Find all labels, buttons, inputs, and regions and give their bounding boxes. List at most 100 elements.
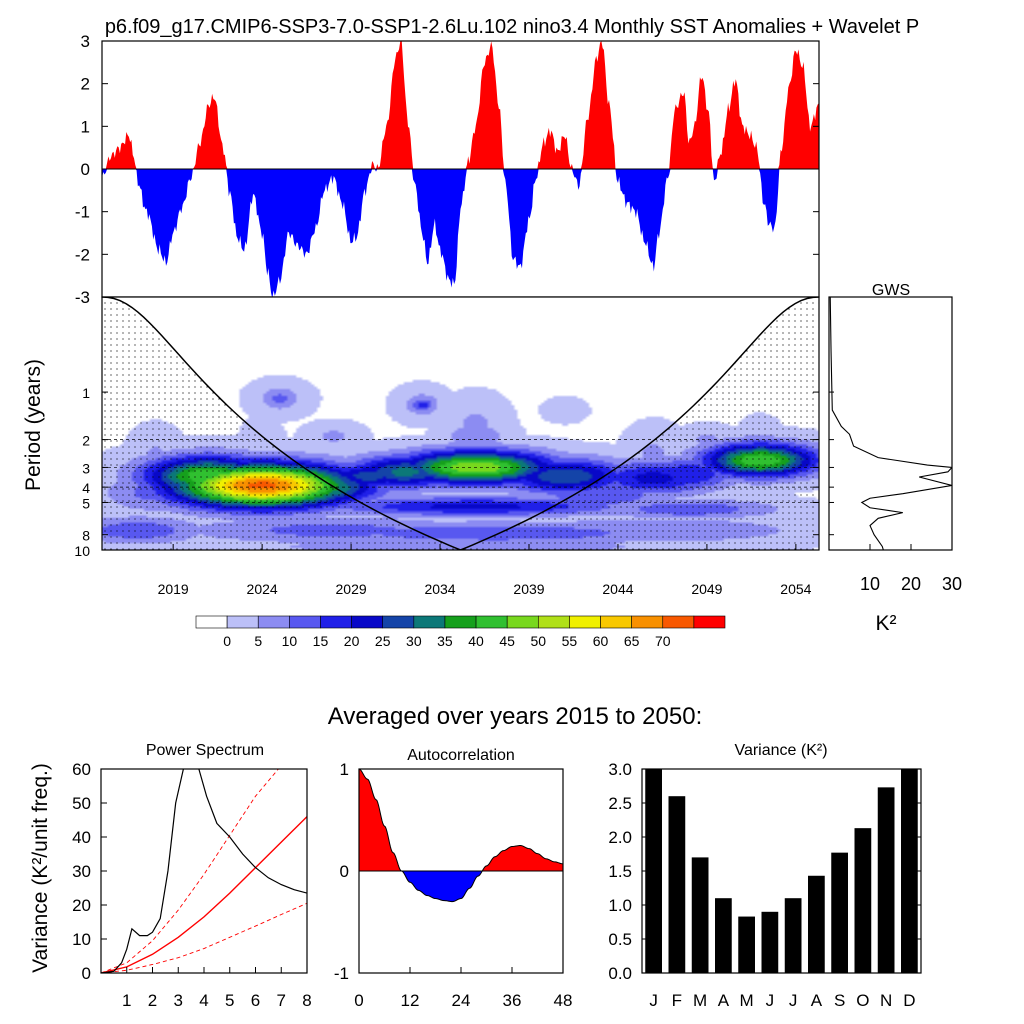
sst-y-axis: -3 -2 -1 0 1 2 3 (75, 32, 819, 307)
gws-xlabel: K² (876, 612, 897, 635)
power-spectrum-y-tick-label: 20 (72, 896, 91, 915)
wavelet-frame (101, 296, 820, 551)
colorbar-label: 25 (375, 633, 391, 649)
colorbar-box (413, 615, 446, 629)
variance-bar (645, 769, 662, 973)
power-spectrum-x-tick-label: 5 (225, 991, 234, 1010)
variance-x-tick-label: J (789, 991, 798, 1010)
variance-bar (831, 852, 848, 973)
cone-of-influence-line (102, 297, 819, 550)
variance-bar (691, 857, 709, 973)
variance-bar (715, 898, 732, 973)
colorbar-box (382, 615, 415, 629)
variance-x-tick-label: O (856, 991, 869, 1010)
colorbar-box (600, 615, 632, 629)
variance-bar (784, 898, 802, 973)
power-spectrum-x-tick-label: 6 (251, 991, 260, 1010)
wavelet-x-tick-label: 2024 (247, 581, 278, 597)
variance-y-tick-label: 3.0 (608, 760, 632, 779)
wavelet-x-axis: 2019 2024 2029 2034 2039 2044 2049 2054 (158, 544, 812, 597)
power-spectrum-line (101, 769, 307, 973)
variance-y-tick-label: 1.0 (608, 896, 632, 915)
sst-y-tick-label: -1 (75, 203, 90, 222)
power-spectrum-y-axis: 0 10 20 30 40 50 60 (72, 760, 107, 983)
power-spectrum-x-tick-label: 4 (199, 991, 208, 1010)
sst-y-tick-label: 3 (81, 32, 90, 51)
colorbar-label: 55 (562, 633, 578, 649)
power-spectrum-y-tick-label: 40 (72, 828, 91, 847)
gws-curve (829, 297, 952, 550)
wavelet-y-axis: 1 2 3 45 810 (74, 385, 819, 559)
power-spectrum-ylabel: Variance (K²/unit freq.) (29, 763, 52, 973)
colorbar-box (693, 615, 726, 629)
wavelet-x-tick-label: 2044 (602, 581, 633, 597)
variance-x-tick-label: M (740, 991, 754, 1010)
power-spectrum-frame (100, 768, 308, 974)
wavelet-y-tick-label: 2 (82, 433, 90, 449)
cone-of-influence-shading (102, 297, 819, 550)
variance-y-axis: 0.0 0.5 1.0 1.5 2.0 2.5 3.0 (608, 760, 921, 983)
autocorrelation-x-tick-label: 36 (503, 991, 522, 1010)
autocorrelation-positive-area (359, 769, 563, 871)
wavelet-x-tick-label: 2039 (513, 581, 544, 597)
wavelet-panel: 1 2 3 45 810 2019 2024 2029 2034 2039 2044 2049 205… (22, 296, 820, 597)
colorbar-label: 50 (531, 633, 547, 649)
colorbar-label: 5 (254, 633, 262, 649)
variance-y-tick-label: 0.0 (608, 964, 632, 983)
colorbar-box (320, 615, 352, 629)
autocorrelation-x-tick-label: 24 (452, 991, 471, 1010)
power-spectrum-title: Power Spectrum (146, 742, 264, 759)
sst-negative-area (102, 169, 819, 297)
gws-frame (828, 296, 953, 551)
colorbar-box (351, 615, 384, 629)
variance-x-tick-label: S (834, 991, 845, 1010)
power-spectrum-x-tick-label: 1 (122, 991, 131, 1010)
wavelet-ylabel: Period (years) (22, 359, 45, 491)
variance-bar (901, 769, 918, 973)
variance-bar (808, 875, 825, 973)
colorbar-label: 35 (437, 633, 453, 649)
power-spectrum-y-tick-label: 10 (72, 930, 91, 949)
colorbar-box (289, 615, 321, 629)
red-noise-line (101, 816, 307, 973)
sst-y-tick-label: 1 (81, 117, 90, 136)
colorbar-box (662, 615, 695, 629)
autocorrelation-panel: Autocorrelation -1 0 1 0 12 24 36 48 (334, 747, 573, 1010)
wavelet-y-tick-label: 1 (82, 385, 90, 401)
wavelet-x-tick-label: 2029 (336, 581, 367, 597)
variance-x-tick-label: A (811, 991, 823, 1010)
power-spectrum-y-tick-label: 30 (72, 862, 91, 881)
wavelet-y-tick-label: 4 (82, 480, 90, 496)
colorbar-label: 65 (624, 633, 640, 649)
variance-bar (854, 828, 872, 973)
colorbar-box (631, 615, 664, 629)
page-title: p6.f09_g17.CMIP6-SSP3-7.0-SSP1-2.6Lu.102… (105, 16, 919, 38)
variance-bar (877, 787, 895, 973)
colorbar-label: 70 (655, 633, 671, 649)
sst-y-tick-label: -3 (75, 288, 90, 307)
power-spectrum-x-tick-label: 2 (148, 991, 157, 1010)
colorbar-box (226, 615, 259, 629)
autocorrelation-title: Autocorrelation (407, 747, 515, 764)
colorbar-label: 30 (406, 633, 422, 649)
upper-confidence-line (101, 769, 279, 973)
variance-title: Variance (K²) (734, 742, 827, 759)
variance-x-tick-label: N (880, 991, 892, 1010)
gws-x-tick-label: 10 (860, 574, 880, 594)
variance-y-tick-label: 0.5 (608, 930, 632, 949)
variance-y-tick-label: 2.0 (608, 828, 632, 847)
colorbar-label: 10 (282, 633, 298, 649)
autocorrelation-x-tick-label: 0 (354, 991, 363, 1010)
wavelet-x-tick-label: 2019 (158, 581, 189, 597)
colorbar-label: 60 (593, 633, 609, 649)
variance-y-tick-label: 2.5 (608, 794, 632, 813)
autocorrelation-y-tick-label: 0 (340, 862, 349, 881)
gws-x-axis: 10 20 30 (829, 391, 962, 594)
variance-bar (761, 911, 779, 973)
sst-positive-area (102, 41, 819, 169)
colorbar-box (569, 615, 601, 629)
power-spectrum-y-tick-label: 60 (72, 760, 91, 779)
variance-x-tick-label: F (672, 991, 682, 1010)
